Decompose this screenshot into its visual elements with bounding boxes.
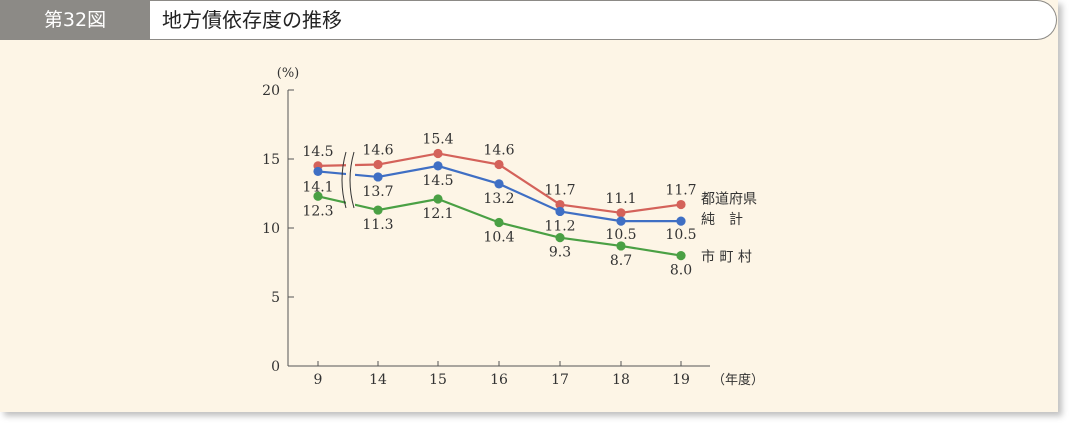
y-axis-unit: (%) xyxy=(277,66,300,81)
data-point xyxy=(676,216,686,226)
data-label: 11.1 xyxy=(605,191,636,207)
x-tick-label: 14 xyxy=(369,372,387,388)
data-label: 14.5 xyxy=(422,173,453,189)
data-label: 10.4 xyxy=(483,229,514,245)
data-point xyxy=(313,191,323,201)
data-point xyxy=(616,216,626,226)
line-chart: 0 5 10 15 20 (%) 9 14 15 16 17 18 19 （年度） 14.5 14.6 15.4… xyxy=(262,66,764,388)
data-label: 8.0 xyxy=(670,263,692,279)
series-name-label: 純 計 xyxy=(701,212,743,228)
axis-break-mark xyxy=(349,151,355,209)
x-tick-label: 18 xyxy=(612,372,630,388)
data-point xyxy=(494,159,504,170)
x-axis-unit: （年度） xyxy=(712,372,764,388)
y-tick-label: 0 xyxy=(271,359,280,375)
data-label: 14.1 xyxy=(302,179,333,195)
title-box: 地方債依存度の推移 xyxy=(150,0,1057,40)
data-point xyxy=(373,205,383,215)
data-point xyxy=(555,206,565,217)
data-label: 11.2 xyxy=(544,218,575,234)
data-point xyxy=(373,172,383,182)
data-label: 14.5 xyxy=(302,144,333,160)
data-label: 9.3 xyxy=(549,245,571,261)
data-label: 11.3 xyxy=(362,217,393,233)
y-tick-label: 15 xyxy=(262,152,280,168)
data-point xyxy=(555,233,565,243)
x-tick-label: 17 xyxy=(551,372,569,388)
data-point xyxy=(676,251,686,261)
data-label: 15.4 xyxy=(422,131,453,147)
data-label: 13.7 xyxy=(362,184,393,200)
data-point xyxy=(313,166,323,177)
data-label: 14.6 xyxy=(483,143,514,159)
x-tick-label: 16 xyxy=(490,372,508,388)
y-tick-label: 20 xyxy=(262,83,280,99)
data-label: 10.5 xyxy=(605,227,636,243)
series-name-label: 都道府県 xyxy=(701,192,757,208)
data-point xyxy=(616,241,626,251)
data-point xyxy=(433,148,443,159)
x-tick-label: 19 xyxy=(672,372,690,388)
data-label: 12.3 xyxy=(302,203,333,219)
data-point xyxy=(616,208,626,218)
y-tick-label: 10 xyxy=(262,221,280,237)
data-point xyxy=(676,199,686,210)
data-label: 14.6 xyxy=(362,143,393,159)
axis-break-mark xyxy=(341,151,347,209)
data-point xyxy=(494,217,504,228)
data-point xyxy=(555,199,565,210)
x-tick-label: 9 xyxy=(314,372,323,388)
data-point xyxy=(433,161,443,171)
figure-title: 地方債依存度の推移 xyxy=(162,8,342,32)
data-label: 10.5 xyxy=(665,227,696,243)
figure-panel: 第32図 地方債依存度の推移 0 5 10 15 20 (%) 9 14 15 16 17 18 19 （… xyxy=(0,0,1058,412)
data-label: 12.1 xyxy=(422,206,453,222)
data-label: 13.2 xyxy=(483,191,514,207)
data-point xyxy=(494,179,504,189)
data-label: 11.7 xyxy=(544,183,575,199)
data-label: 11.7 xyxy=(665,183,696,199)
data-point xyxy=(433,194,443,204)
figure-number: 第32図 xyxy=(0,0,150,40)
figure-header: 第32図 地方債依存度の推移 xyxy=(0,0,1058,40)
y-tick-label: 5 xyxy=(271,290,280,306)
x-tick-label: 15 xyxy=(429,372,447,388)
data-label: 8.7 xyxy=(610,253,632,269)
series-name-label: 市 町 村 xyxy=(701,249,752,266)
data-point xyxy=(373,159,383,170)
